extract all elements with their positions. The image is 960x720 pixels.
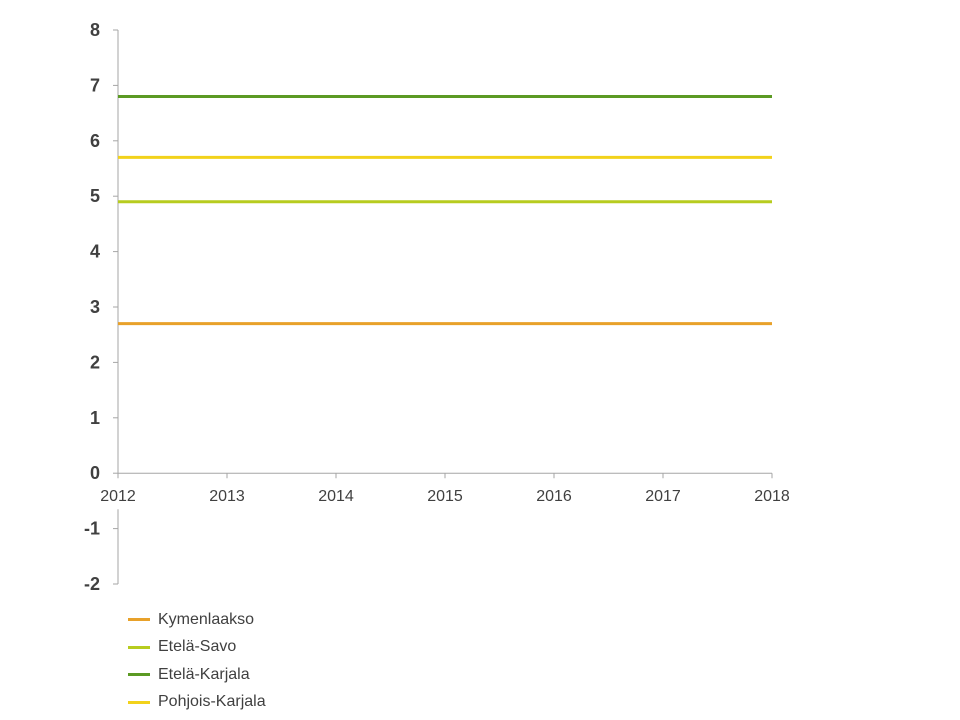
- legend-swatch: [128, 673, 150, 677]
- x-tick-label: 2016: [536, 488, 572, 505]
- y-tick-label: 6: [90, 131, 100, 151]
- legend-item-kymenlaakso: Kymenlaakso: [128, 606, 266, 634]
- y-tick-label: 1: [90, 408, 100, 428]
- legend-label: Pohjois-Karjala: [158, 693, 266, 711]
- y-tick-label: 2: [90, 352, 100, 372]
- y-tick-label: 7: [90, 75, 100, 95]
- y-tick-label: 0: [90, 463, 100, 483]
- y-tick-label: -1: [84, 519, 100, 539]
- legend-swatch: [128, 645, 150, 649]
- legend-item-etela-savo: Etelä-Savo: [128, 634, 266, 662]
- x-tick-label: 2018: [754, 488, 790, 505]
- legend-label: Etelä-Karjala: [158, 665, 250, 683]
- series-lines: [118, 94, 772, 326]
- y-tick-label: 5: [90, 186, 100, 206]
- legend-label: Kymenlaakso: [158, 610, 255, 628]
- y-tick-label: 4: [90, 242, 100, 262]
- legend: Kymenlaakso Etelä-Savo Etelä-Karjala Poh…: [128, 606, 266, 716]
- x-tick-label: 2013: [209, 488, 245, 505]
- legend-item-pohjois-karjala: Pohjois-Karjala: [128, 689, 266, 717]
- x-tick-label: 2017: [645, 488, 681, 505]
- x-tick-label: 2012: [100, 488, 136, 505]
- legend-swatch: [128, 618, 150, 622]
- y-tick-label: -2: [84, 574, 100, 594]
- y-tick-label: 3: [90, 297, 100, 317]
- y-tick-label: 8: [90, 20, 100, 40]
- legend-label: Etelä-Savo: [158, 638, 237, 656]
- axes: 8 7 6 5 4 3 2 1 0 -1 -2 2012 2013 2014 2015 2016 2017 201…: [84, 20, 790, 594]
- x-tick-label: 2014: [318, 488, 354, 505]
- x-tick-label: 2015: [427, 488, 463, 505]
- legend-item-etela-karjala: Etelä-Karjala: [128, 661, 266, 689]
- legend-swatch: [128, 700, 150, 704]
